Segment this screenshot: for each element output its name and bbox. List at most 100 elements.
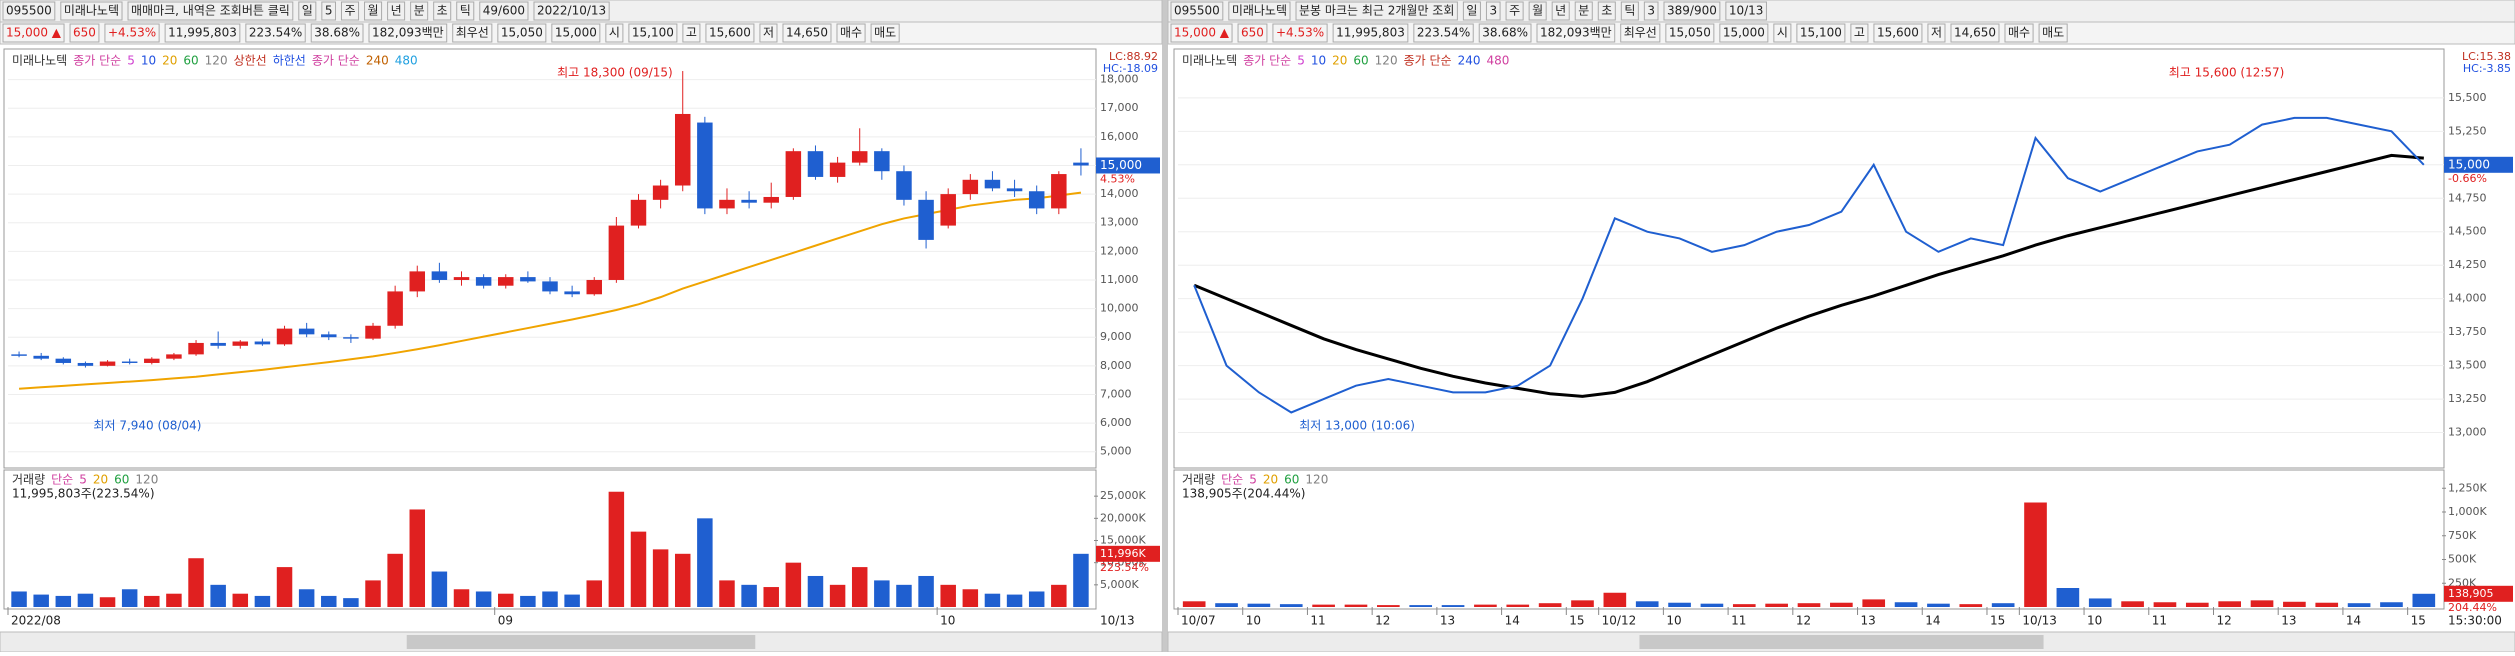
legend-item: 10 <box>141 54 156 68</box>
toolbar-box <box>452 23 493 43</box>
toolbar1-item[interactable]: 년 <box>391 4 402 18</box>
x-tick-label: 09 <box>498 614 513 628</box>
vol-last: 11,996K <box>1100 547 1146 560</box>
toolbar2-item[interactable]: 38.68% <box>1482 26 1528 40</box>
toolbar1-item[interactable]: 일 <box>302 4 313 18</box>
toolbar2-item[interactable]: 650 <box>1241 26 1264 40</box>
toolbar2-item[interactable]: 15,050 <box>1669 26 1711 40</box>
toolbar2-item[interactable]: 15,100 <box>1800 26 1842 40</box>
volume-bar <box>874 580 890 607</box>
candle-body <box>874 151 890 172</box>
toolbar1-item[interactable]: 매매마크, 내역은 조회버튼 클릭 <box>131 4 290 18</box>
toolbar-box <box>1462 1 1481 21</box>
toolbar2-item[interactable]: 시 <box>1777 26 1788 40</box>
toolbar1-item[interactable]: 초 <box>1601 4 1612 18</box>
toolbar1-item[interactable]: 일 <box>1466 4 1477 18</box>
toolbar2-item[interactable]: 15,600 <box>1877 26 1919 40</box>
toolbar-box <box>1873 23 1923 43</box>
volume-bar <box>630 531 647 607</box>
volume-bar <box>2218 601 2241 607</box>
toolbar1-item[interactable]: 주 <box>1509 4 1520 18</box>
toolbar2-item[interactable]: 매수 <box>2008 26 2030 40</box>
toolbar1-item[interactable]: 분 <box>1578 4 1589 18</box>
toolbar1-item[interactable]: 미래나노텍 <box>1232 4 1287 18</box>
toolbar1-item[interactable]: 월 <box>1532 4 1543 18</box>
volume-bar <box>2250 600 2274 607</box>
toolbar1-item[interactable]: 49/600 <box>483 4 525 18</box>
scroll-thumb[interactable] <box>406 635 756 649</box>
volume-bar <box>829 584 846 607</box>
toolbar1-item[interactable]: 10/13 <box>1729 4 1764 18</box>
toolbar2-item[interactable]: 최우선 <box>456 26 489 40</box>
toolbar2-item[interactable]: 14,650 <box>1954 26 1996 40</box>
toolbar2-item[interactable]: 저 <box>1931 26 1942 40</box>
toolbar2-item[interactable]: 182,093백만 <box>1540 26 1612 40</box>
toolbar1-item[interactable]: 년 <box>1555 4 1566 18</box>
candle-body <box>962 179 979 195</box>
toolbar1-item[interactable]: 분봉 마크는 최근 2개월만 조회 <box>1299 4 1454 18</box>
candle-body <box>918 199 934 240</box>
candle-body <box>697 122 713 209</box>
volume-bar <box>498 593 514 607</box>
toolbar2-item[interactable]: 182,093백만 <box>372 26 444 40</box>
toolbar1-item[interactable]: 분 <box>414 4 425 18</box>
vol-tick-label: 1,000K <box>2448 505 2487 518</box>
toolbar2-item[interactable]: 11,995,803 <box>1336 26 1405 40</box>
toolbar2-item[interactable]: 최우선 <box>1624 26 1657 40</box>
volume-bar <box>453 589 470 607</box>
toolbar1-item[interactable]: 주 <box>344 4 355 18</box>
toolbar2-item[interactable]: 시 <box>609 26 620 40</box>
candle-body <box>1028 191 1045 209</box>
toolbar2-item[interactable]: 15,000 <box>555 26 597 40</box>
toolbar1-item[interactable]: 2022/10/13 <box>537 4 606 18</box>
x-tick-label: 13 <box>1440 614 1455 628</box>
volume-bar <box>2185 602 2209 607</box>
toolbar2-item[interactable]: 15,000 ▲ <box>1174 26 1230 40</box>
toolbar1-item[interactable]: 초 <box>437 4 448 18</box>
toolbar1-item[interactable]: 095500 <box>1174 4 1220 18</box>
toolbar2-item[interactable]: 15,000 <box>1723 26 1765 40</box>
high-note: 최고 18,300 (09/15) <box>557 66 673 80</box>
toolbar2-item[interactable]: 고 <box>686 26 697 40</box>
toolbar1-item[interactable]: 3 <box>1489 4 1497 18</box>
volume-bar <box>785 562 802 607</box>
toolbar2-item[interactable]: 223.54% <box>249 26 302 40</box>
toolbar1-item[interactable]: 월 <box>368 4 379 18</box>
toolbar-box <box>2004 23 2034 43</box>
toolbar2-item[interactable]: 매수 <box>840 26 862 40</box>
toolbar2-item[interactable]: 11,995,803 <box>168 26 237 40</box>
toolbar2-item[interactable]: 223.54% <box>1417 26 1470 40</box>
toolbar2-item[interactable]: +4.53% <box>1276 26 1324 40</box>
toolbar1-item[interactable]: 틱 <box>1624 4 1635 18</box>
toolbar1-item[interactable]: 389/900 <box>1667 4 1717 18</box>
toolbar1-item[interactable]: 5 <box>325 4 333 18</box>
candle-body <box>343 337 359 339</box>
toolbar1-item[interactable]: 3 <box>1647 4 1655 18</box>
toolbar1-item[interactable]: 틱 <box>460 4 471 18</box>
volume-bar <box>298 589 315 607</box>
volume-bar <box>254 595 271 607</box>
toolbar2-item[interactable]: 15,600 <box>709 26 751 40</box>
toolbar2-item[interactable]: 매도 <box>874 26 896 40</box>
toolbar2-item[interactable]: 15,050 <box>501 26 543 40</box>
toolbar2-item[interactable]: 15,000 ▲ <box>6 26 62 40</box>
scroll-thumb[interactable] <box>1639 635 2044 649</box>
toolbar2-item[interactable]: 650 <box>73 26 96 40</box>
toolbar1-item[interactable]: 095500 <box>6 4 52 18</box>
toolbar2-item[interactable]: 38.68% <box>314 26 360 40</box>
toolbar1-item[interactable]: 미래나노텍 <box>64 4 119 18</box>
volume-bar <box>1182 601 1206 607</box>
volume-bar <box>807 575 824 607</box>
toolbar2-item[interactable]: +4.53% <box>108 26 156 40</box>
toolbar2-item[interactable]: 14,650 <box>786 26 828 40</box>
toolbar2-item[interactable]: 15,100 <box>632 26 674 40</box>
volume-bar <box>1991 603 2015 607</box>
candle-body <box>719 199 735 209</box>
toolbar-box <box>1620 23 1661 43</box>
toolbar2-item[interactable]: 매도 <box>2042 26 2064 40</box>
toolbar2-item[interactable]: 고 <box>1854 26 1865 40</box>
toolbar2-item[interactable]: 저 <box>763 26 774 40</box>
volume-bar <box>1006 594 1023 607</box>
volume-bar <box>1247 603 1271 607</box>
volume-bar <box>1051 584 1067 607</box>
